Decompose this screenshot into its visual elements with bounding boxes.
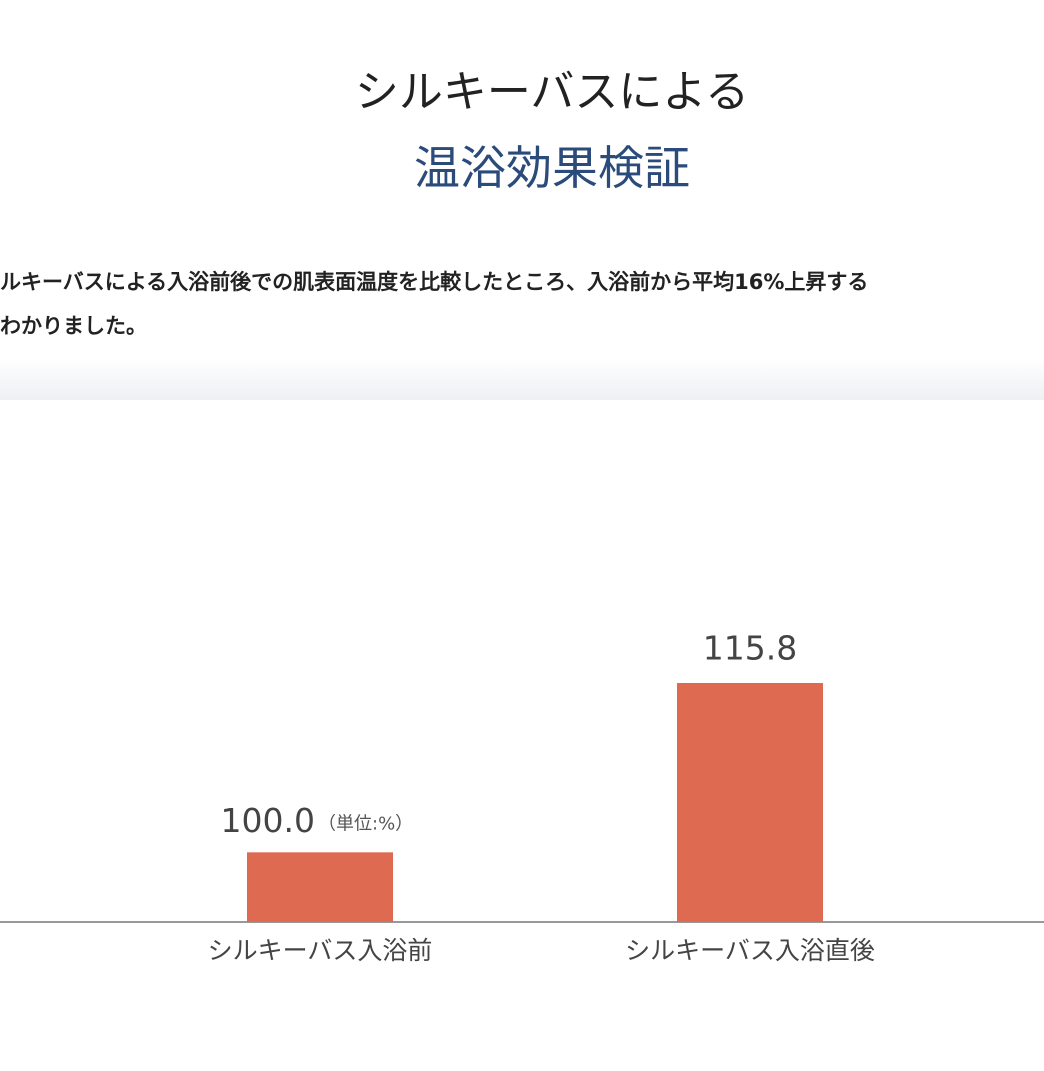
bar xyxy=(247,852,393,922)
value-label: 100.0 xyxy=(221,801,315,840)
description-line: ルキーバスによる入浴前後での肌表面温度を比較したところ、入浴前から平均16%上昇… xyxy=(0,270,868,294)
value-label: 115.8 xyxy=(703,629,797,668)
heading-line1: シルキーバスによる xyxy=(355,67,749,118)
unit-label: （単位:%） xyxy=(318,813,413,834)
section-band xyxy=(0,358,1044,400)
x-tick-label: シルキーバス入浴直後 xyxy=(625,936,875,965)
bar xyxy=(677,683,823,922)
heading-line2: 温浴効果検証 xyxy=(414,141,690,195)
description-line: わかりました。 xyxy=(0,314,147,338)
x-tick-label: シルキーバス入浴前 xyxy=(208,936,433,965)
